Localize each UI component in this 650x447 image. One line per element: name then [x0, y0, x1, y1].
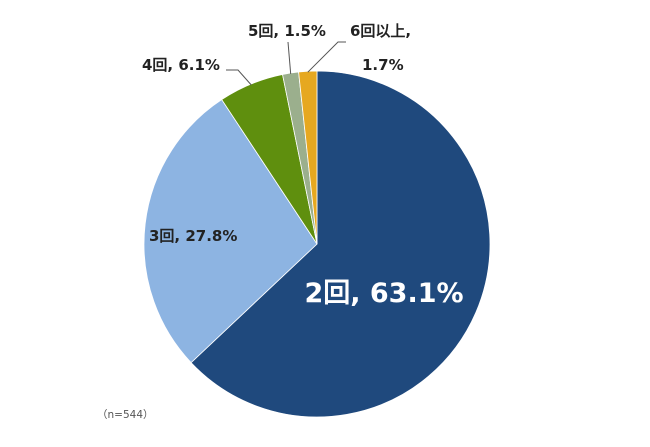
- data-label-4kai: 4回, 6.1%: [142, 56, 220, 74]
- data-label-5kai: 5回, 1.5%: [248, 22, 326, 40]
- leader-lines: [226, 41, 346, 86]
- leader-line-5kai: [287, 41, 292, 75]
- pie-slice-3kai: [143, 99, 318, 364]
- pie-slices: [143, 70, 491, 418]
- pie-slice-2kai: [190, 70, 491, 418]
- leader-line-4kai: [226, 69, 252, 86]
- data-label-6kai-ijou-value: 1.7%: [362, 56, 404, 74]
- pie-slice-6kai-ijou: [298, 70, 318, 245]
- data-label-6kai-ijou: 6回以上,: [350, 22, 411, 40]
- leader-line-6kai-ijou: [307, 41, 346, 73]
- sample-size-note: （n=544）: [97, 409, 154, 421]
- data-label-2kai: 2回, 63.1%: [304, 278, 463, 309]
- data-label-3kai: 3回, 27.8%: [149, 227, 237, 245]
